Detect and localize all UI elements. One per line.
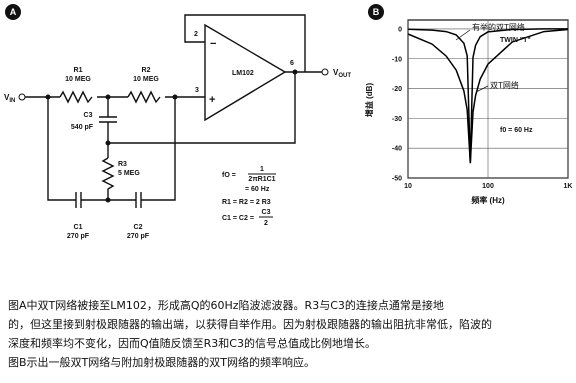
formula-den: 2πR1C1 xyxy=(248,176,275,183)
vout-main: V xyxy=(333,68,339,77)
annotation: f0 = 60 Hz xyxy=(500,127,533,134)
c3-name: C3 xyxy=(84,112,93,119)
c2-name: C2 xyxy=(134,224,143,231)
r3-name: R3 xyxy=(118,161,127,168)
vin-sub: IN xyxy=(9,98,15,104)
leader xyxy=(475,85,489,93)
r1-value: 10 MEG xyxy=(65,76,91,83)
c2-value: 270 pF xyxy=(127,233,150,240)
opamp-label: LM102 xyxy=(232,70,254,77)
caption-line: 深度和频率均不变化，因而Q值随反馈至R3和C3的信号总值成比例地增长。 xyxy=(8,337,376,350)
x-axis-label: 频率 (Hz) xyxy=(471,195,505,205)
badge: B xyxy=(373,7,380,17)
y-tick-label: -50 xyxy=(392,176,402,183)
x-tick-label: 1K xyxy=(564,183,573,190)
c1-value: 270 pF xyxy=(67,233,90,240)
x-tick-label: 100 xyxy=(482,183,494,190)
figure: A − + VIN VOUT R1 10 MEG R2 10 MEG C3 54… xyxy=(4,4,573,240)
badge-circle xyxy=(368,4,384,20)
svg-text:−: − xyxy=(210,38,216,50)
pin-label: 6 xyxy=(290,60,294,67)
y-tick-label: -40 xyxy=(392,146,402,153)
svg-text:+: + xyxy=(209,94,215,106)
vout-sub: OUT xyxy=(338,73,351,79)
vout-label: VOUT xyxy=(333,68,351,79)
formula-c: C1 = C2 = xyxy=(222,215,254,222)
y-tick-label: -10 xyxy=(392,56,402,63)
caption-line: 图B示出一般双T网络与附加射极跟随器的双T网络的频率响应。 xyxy=(8,356,315,369)
series-line xyxy=(407,28,568,164)
formula-num: 1 xyxy=(260,166,264,173)
r3-value: 5 MEG xyxy=(118,170,140,177)
formula-c-den: 2 xyxy=(264,220,268,227)
r2-value: 10 MEG xyxy=(133,76,159,83)
formula-r: R1 = R2 = 2 R3 xyxy=(222,199,271,206)
c1-name: C1 xyxy=(74,224,83,231)
badge: A xyxy=(10,7,17,17)
y-axis-label: 增益 (dB) xyxy=(364,83,374,118)
leader xyxy=(455,29,471,41)
x-tick-label: 10 xyxy=(404,183,412,190)
formula-result: = 60 Hz xyxy=(245,186,270,193)
pin-label: 2 xyxy=(194,31,198,38)
formula-c-num: C3 xyxy=(262,209,271,216)
caption-line: 的，但这里接到射极跟随器的输出端，以获得自举作用。因为射极跟随器的输出阻抗非常低… xyxy=(8,318,492,331)
pin-label: 3 xyxy=(195,87,199,94)
caption-line: 图A中双T网络被接至LM102，形成高Q的60Hz陷波滤波器。R3与C3的连接点… xyxy=(8,299,444,312)
legend-label: 有举的双T网络 xyxy=(472,22,525,32)
formula-f0: fO = xyxy=(222,172,236,179)
y-tick-label: -20 xyxy=(392,86,402,93)
legend-label: 双T网络 xyxy=(490,80,519,90)
annotation: TWIN "T" xyxy=(500,37,531,44)
vin-main: V xyxy=(4,93,10,102)
c3-value: 540 pF xyxy=(71,124,94,131)
badge-circle xyxy=(5,4,21,20)
r2-name: R2 xyxy=(142,67,151,74)
y-tick-label: 0 xyxy=(398,26,402,33)
r1-name: R1 xyxy=(74,67,83,74)
vin-label: VIN xyxy=(4,93,15,104)
y-tick-label: -30 xyxy=(392,116,402,123)
circuit-wires: − + xyxy=(18,14,329,208)
